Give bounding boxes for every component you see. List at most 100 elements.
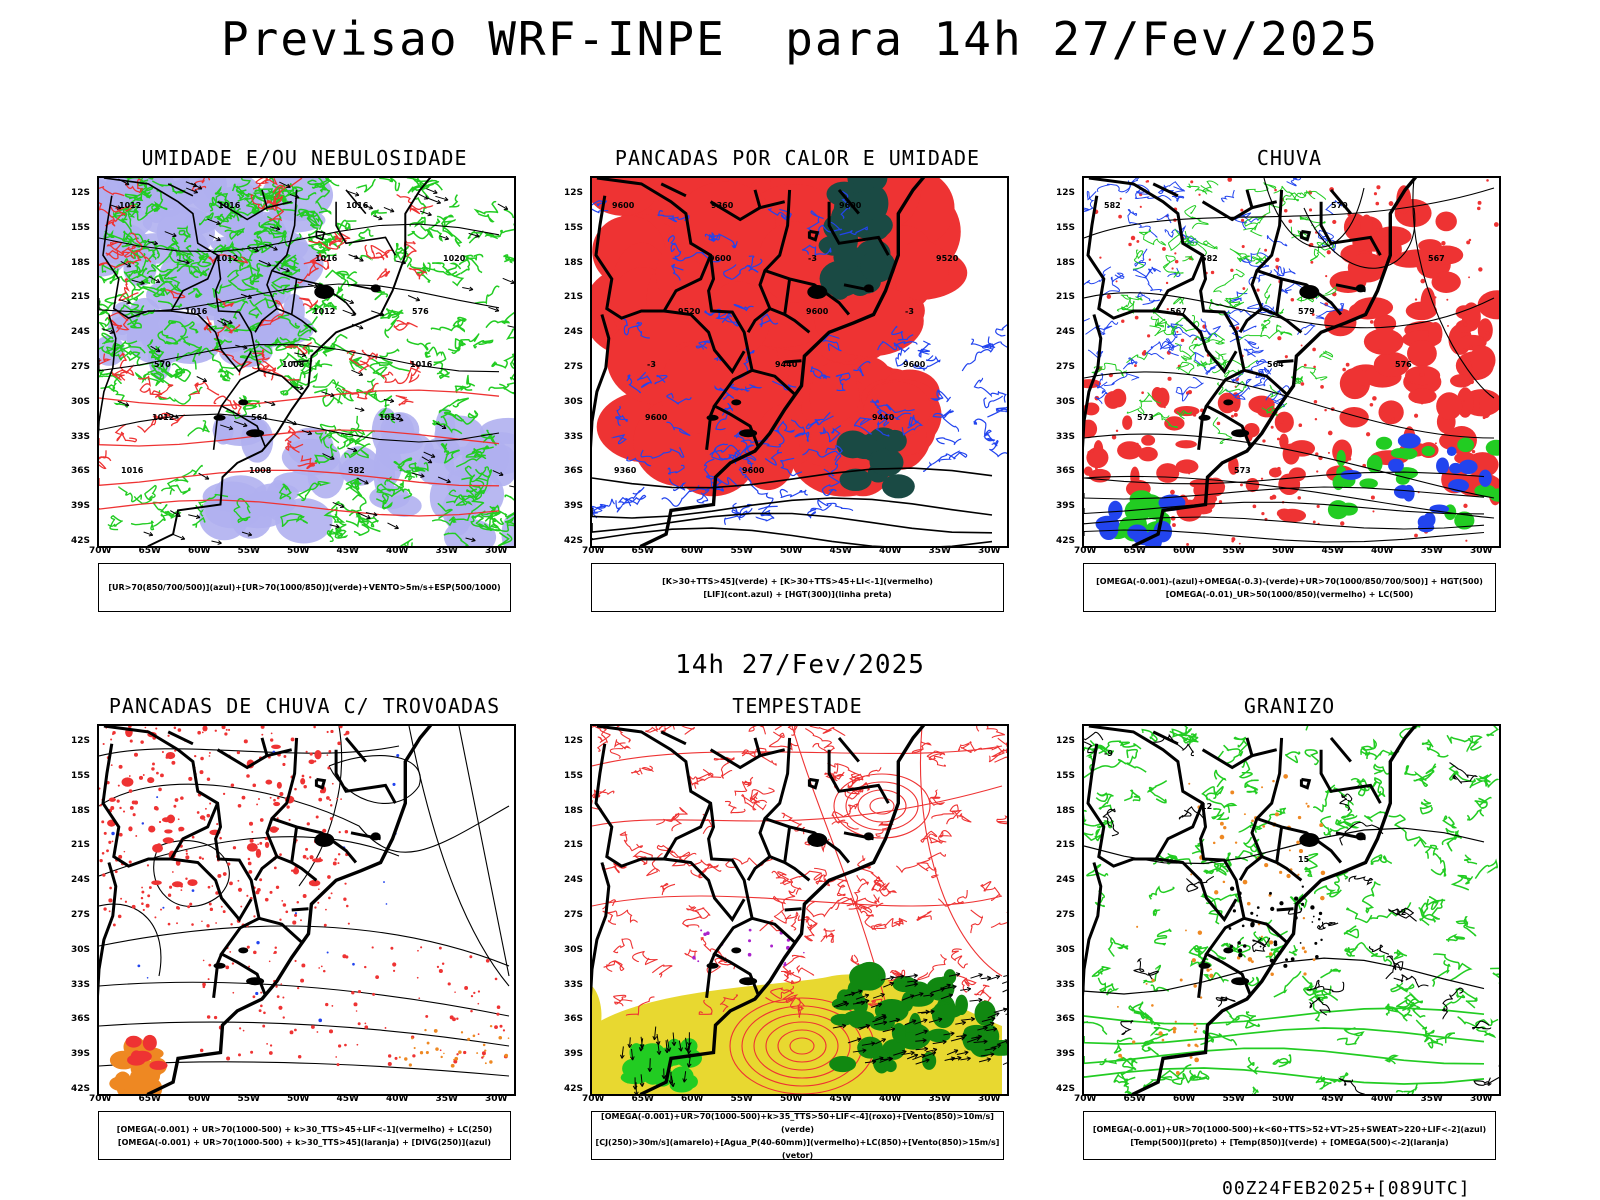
lon-tick-label: 40W — [386, 1094, 409, 1104]
lat-tick-label: 21S — [564, 292, 584, 303]
contour-label: 567 — [1428, 254, 1445, 263]
lat-tick-label: 33S — [71, 979, 91, 990]
contour-label: 9600 — [839, 201, 862, 210]
wind-vectors — [101, 178, 514, 545]
contour-label: 9600 — [709, 254, 732, 263]
lon-tick-label: 65W — [138, 546, 161, 556]
contour-labels: 9600 9600 9600 9600 9600 9600 9600 9520 9520 9440… — [612, 201, 959, 475]
lat-tick-label: 39S — [1056, 1049, 1076, 1060]
lon-tick-label: 65W — [631, 1094, 654, 1104]
map-canvas: 1012 1012 1012 1016 1012 1008 1016 1020 1016 1008… — [99, 178, 514, 546]
lon-tick-label: 70W — [89, 1094, 112, 1104]
lon-tick-label: 35W — [928, 546, 951, 556]
legend-line: [OMEGA(-0.001)-(azul)+OMEGA(-0.3)-(verde… — [1096, 576, 1483, 586]
lat-tick-label: 30S — [1056, 944, 1076, 955]
lat-tick-label: 21S — [1056, 840, 1076, 851]
lat-tick-label: 15S — [564, 770, 584, 781]
lon-tick-label: 45W — [336, 546, 359, 556]
lat-tick-label: 27S — [71, 910, 91, 920]
lat-tick-label: 30S — [71, 944, 91, 955]
lon-tick-label: 60W — [188, 546, 211, 556]
lon-tick-label: 35W — [435, 546, 458, 556]
map-canvas: -9 12 15 12 — [1084, 726, 1499, 1094]
legend-granizo: [OMEGA(-0.001)+UR>70(1000-500)+k<60+TTS>… — [1083, 1111, 1496, 1160]
lat-tick-label: 36S — [71, 1014, 91, 1025]
map-tempestade — [590, 724, 1009, 1096]
contour-label: 582 — [1104, 201, 1121, 210]
map-canvas — [99, 726, 510, 1094]
forecast-time-label: 14h 27/Fev/2025 — [675, 650, 925, 680]
country-borders — [99, 726, 433, 1094]
lat-tick-label: 36S — [1056, 1014, 1076, 1025]
legend-trovoadas: [OMEGA(-0.001) + UR>70(1000-500) + k>30_… — [98, 1111, 511, 1160]
contour-label: 1008 — [249, 466, 272, 475]
lat-tick-label: 15S — [71, 222, 91, 233]
lat-tick-label: 42S — [564, 1084, 584, 1094]
lat-tick-label: 24S — [564, 327, 584, 338]
lon-tick-label: 70W — [89, 546, 112, 556]
lat-tick-label: 21S — [1056, 292, 1076, 303]
panel-title-umidade: UMIDADE E/OU NEBULOSIDADE — [141, 146, 468, 170]
lon-tick-label: 40W — [879, 546, 902, 556]
contour-label: 1008 — [282, 360, 305, 369]
contour-label: 15 — [1298, 855, 1310, 864]
map-umidade: 1012 1012 1012 1016 1012 1008 1016 1020 1016 1008… — [97, 176, 516, 548]
contour-label: 9440 — [775, 360, 798, 369]
lat-tick-label: 36S — [564, 466, 584, 477]
lat-tick-label: 18S — [564, 257, 584, 268]
lat-tick-label: 15S — [564, 222, 584, 233]
contour-label: 564 — [251, 413, 268, 422]
lon-tick-label: 30W — [485, 546, 508, 556]
lat-tick-label: 30S — [71, 396, 91, 407]
contour-label: -3 — [905, 307, 914, 316]
contour-label: 573 — [1137, 413, 1154, 422]
lon-tick-label: 55W — [1222, 546, 1245, 556]
lon-tick-label: 60W — [188, 1094, 211, 1104]
legend-line: [OMEGA(-0.001) + UR>70(1000-500) + k>30_… — [117, 1137, 492, 1147]
country-borders — [99, 178, 432, 546]
lat-tick-label: 24S — [1056, 875, 1076, 886]
lat-tick-label: 36S — [1056, 466, 1076, 477]
contour-label: 1012 — [313, 307, 335, 316]
map-trovoadas — [97, 724, 516, 1096]
contour-label: 579 — [1298, 307, 1315, 316]
lat-tick-label: 36S — [71, 466, 91, 477]
lon-tick-label: 30W — [978, 1094, 1001, 1104]
legend-line: [OMEGA(-0.001) + UR>70(1000-500) + k>30_… — [116, 1124, 493, 1134]
lat-tick-label: 27S — [71, 362, 91, 372]
legend-pancadas_calor: [K>30+TTS>45](verde) + [K>30+TTS>45+LI<-… — [591, 563, 1004, 612]
contour-label: 573 — [1234, 466, 1251, 475]
lat-tick-label: 33S — [564, 431, 584, 442]
contour-label: 1012 — [379, 413, 401, 422]
lon-tick-label: 55W — [1222, 1094, 1245, 1104]
contour-label: 582 — [348, 466, 365, 475]
map-chuva: 582 582 579 576 573 573 570 567 567 564 — [1082, 176, 1501, 548]
contour-label: 9520 — [936, 254, 959, 263]
contour-label: 1016 — [346, 201, 369, 210]
point-markers — [1188, 774, 1326, 978]
contour-label: 570 — [154, 360, 171, 369]
legend-line: [CJ(250)>30m/s](amarelo)+[Agua_P(40-60mm… — [595, 1137, 1000, 1160]
lon-tick-label: 40W — [1371, 1094, 1394, 1104]
lat-tick-label: 39S — [564, 1049, 584, 1060]
lon-tick-label: 45W — [829, 546, 852, 556]
lon-tick-label: 40W — [1371, 546, 1394, 556]
lon-tick-label: 55W — [237, 546, 260, 556]
contour-lines — [592, 726, 1007, 1018]
lat-tick-label: 21S — [564, 840, 584, 851]
contour-label: 1012 — [216, 254, 238, 263]
lat-tick-label: 18S — [1056, 805, 1076, 816]
legend-line: [LIF](cont.azul) + [HGT(300)](linha pret… — [703, 589, 892, 599]
main-title: Previsao WRF-INPE para 14h 27/Fev/2025 — [220, 12, 1380, 66]
shaded-area — [125, 1034, 168, 1070]
point-markers — [398, 1024, 510, 1068]
lon-tick-label: 45W — [336, 1094, 359, 1104]
lat-tick-label: 18S — [1056, 257, 1076, 268]
lon-tick-label: 70W — [582, 546, 605, 556]
lon-tick-label: 60W — [681, 1094, 704, 1104]
lon-tick-label: 60W — [1173, 1094, 1196, 1104]
map-canvas: 9600 9600 9600 9600 9600 9600 9600 9520 9520 9440… — [592, 178, 1007, 546]
legend-line: [K>30+TTS>45](verde) + [K>30+TTS>45+LI<-… — [662, 576, 933, 586]
height-contours — [1084, 471, 1485, 543]
contour-label: 582 — [1201, 254, 1218, 263]
